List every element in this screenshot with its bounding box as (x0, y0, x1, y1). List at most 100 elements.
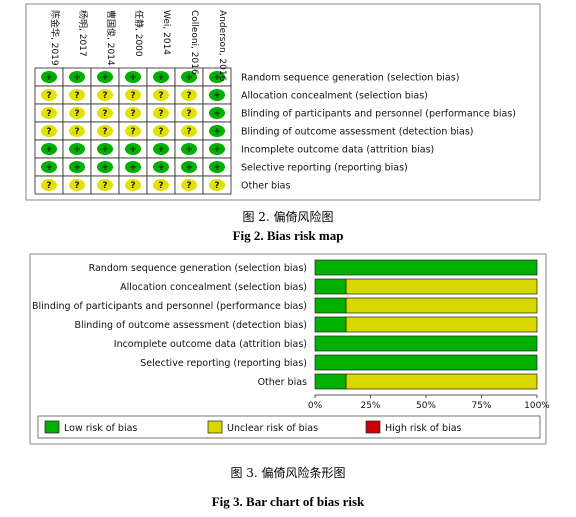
risk-of-bias-graph: Random sequence generation (selection bi… (29, 253, 550, 445)
risk-of-bias-summary: + + + + + + +?????? +?????? +?????? + + + + + + + + + + + + +… (25, 3, 541, 201)
domain-label: Other bias (241, 181, 290, 192)
study-label: 任静, 2000 (133, 10, 145, 57)
judgement-symbol: + (157, 163, 165, 173)
judgement-symbol: + (185, 163, 193, 173)
bar-segment (314, 297, 347, 314)
judgement-dot (181, 179, 197, 191)
judgement-dot (125, 71, 141, 83)
category-label: Incomplete outcome data (attrition bias) (114, 339, 307, 350)
summary-grid: + + + + + + +?????? +?????? +?????? + + + + + + + + + + + + +… (34, 67, 232, 195)
fig3-caption-en: Fig 3. Bar chart of bias risk (211, 494, 365, 509)
study-label: 杨明, 2017 (77, 10, 89, 57)
judgement-dot (181, 143, 197, 155)
judgement-symbol: ? (186, 181, 191, 191)
category-label: Random sequence generation (selection bi… (89, 263, 307, 274)
fig3-caption-cn: 图 3. 偏倚风险条形图 (230, 466, 346, 480)
judgement-dot (209, 107, 225, 119)
domain-label: Random sequence generation (selection bi… (241, 73, 459, 84)
judgement-dot (41, 71, 57, 83)
judgement-dot (153, 161, 169, 173)
fig2-caption-cn: 图 2. 偏倚风险图 (242, 210, 334, 224)
bar-segment (314, 373, 347, 390)
judgement-dot (97, 125, 113, 137)
judgement-dot (69, 107, 85, 119)
category-label: Blinding of outcome assessment (detectio… (74, 320, 307, 331)
judgement-symbol: ? (46, 181, 51, 191)
category-label: Blinding of participants and personnel (… (32, 301, 307, 312)
bar-segment (345, 316, 538, 333)
judgement-dot (209, 179, 225, 191)
judgement-symbol: ? (130, 181, 135, 191)
legend-label: High risk of bias (385, 423, 462, 434)
domain-label: Allocation concealment (selection bias) (241, 91, 428, 102)
legend-label: Unclear risk of bias (227, 423, 318, 434)
domain-label: Incomplete outcome data (attrition bias) (241, 145, 434, 156)
judgement-symbol: ? (74, 109, 79, 119)
judgement-symbol: ? (214, 181, 219, 191)
bar-series (314, 259, 538, 390)
judgement-symbol: + (101, 145, 109, 155)
judgement-dot (69, 89, 85, 101)
judgement-dot (69, 179, 85, 191)
study-label: 曹国俊, 2014 (105, 10, 117, 66)
study-label: Anderson, 2016 (217, 10, 227, 82)
judgement-dot (41, 89, 57, 101)
judgement-symbol: ? (102, 91, 107, 101)
judgement-symbol: ? (130, 109, 135, 119)
judgement-dot (69, 161, 85, 173)
legend-box (37, 415, 541, 439)
judgement-dot (181, 107, 197, 119)
bar-segment (345, 373, 538, 390)
judgement-symbol: ? (158, 91, 163, 101)
judgement-symbol: + (129, 73, 137, 83)
judgement-dot (209, 71, 225, 83)
judgement-dot (125, 179, 141, 191)
judgement-dot (125, 107, 141, 119)
domain-labels: Random sequence generation (selection bi… (241, 73, 516, 192)
x-axis: 0% 25% 50% 75% 100% (308, 394, 550, 411)
judgement-dot (97, 179, 113, 191)
judgement-dot (97, 89, 113, 101)
domain-label: Selective reporting (reporting bias) (241, 163, 408, 174)
judgement-dot (125, 143, 141, 155)
judgement-symbol: ? (102, 181, 107, 191)
judgement-symbol: + (157, 145, 165, 155)
judgement-symbol: ? (186, 127, 191, 137)
x-tick-label: 0% (308, 401, 323, 411)
judgement-symbol: + (45, 163, 53, 173)
judgement-dot (125, 125, 141, 137)
x-tick-label: 25% (360, 401, 380, 411)
judgement-dot (153, 107, 169, 119)
study-label: Wei, 2014 (161, 10, 171, 55)
x-tick-label: 100% (524, 401, 550, 411)
judgement-symbol: + (73, 73, 81, 83)
judgement-dot (153, 71, 169, 83)
judgement-dot (41, 161, 57, 173)
bar-segment (314, 259, 538, 276)
legend: Low risk of bias Unclear risk of bias High… (44, 420, 462, 434)
study-label: Colleoni, 2016 (189, 10, 199, 75)
judgement-symbol: ? (46, 127, 51, 137)
judgement-dot (209, 125, 225, 137)
judgement-symbol: + (73, 163, 81, 173)
judgement-symbol: + (213, 91, 221, 101)
judgement-symbol: + (213, 145, 221, 155)
judgement-symbol: ? (74, 91, 79, 101)
judgement-symbol: + (101, 73, 109, 83)
judgement-dot (209, 143, 225, 155)
judgement-dot (97, 161, 113, 173)
judgement-dot (181, 125, 197, 137)
bar-segment (314, 316, 347, 333)
judgement-dot (69, 143, 85, 155)
judgement-symbol: + (45, 73, 53, 83)
judgement-symbol: + (185, 145, 193, 155)
judgement-dot (97, 143, 113, 155)
legend-swatch (207, 420, 223, 434)
judgement-dot (69, 125, 85, 137)
judgement-symbol: + (213, 109, 221, 119)
judgement-symbol: + (185, 73, 193, 83)
judgement-symbol: ? (102, 127, 107, 137)
judgement-dot (41, 179, 57, 191)
category-label: Allocation concealment (selection bias) (120, 282, 307, 293)
judgement-dot (181, 89, 197, 101)
